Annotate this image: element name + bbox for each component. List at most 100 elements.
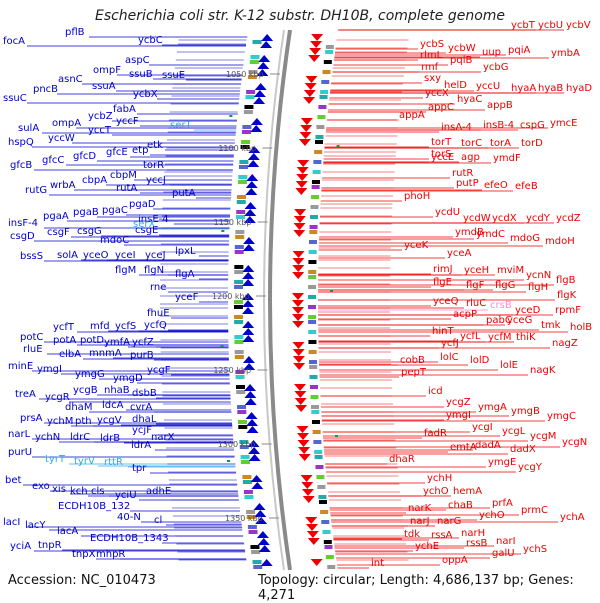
reverse-gene-arrow [297, 433, 309, 440]
reverse-gene-label: narH [461, 528, 485, 539]
feature-block [308, 260, 317, 264]
reverse-gene-label: prmC [521, 505, 548, 516]
forward-gene-label: ymgD [113, 373, 143, 384]
forward-gene-labels: focA pflB ycbC aspC ompF asnC ssuB ssuE pncB ssuA… [3, 27, 199, 560]
reverse-gene-label: narK [408, 503, 432, 514]
feature-block [320, 510, 329, 514]
reverse-gene-label: ymgC [547, 411, 576, 422]
forward-gene-arrow [244, 398, 257, 405]
reverse-gene-arrow [292, 314, 305, 321]
forward-gene-label: narL [8, 429, 31, 440]
reverse-gene-label: thiK [516, 332, 536, 343]
reverse-gene-arrow [310, 559, 323, 566]
feature-block [246, 90, 256, 94]
feature-block [322, 70, 331, 74]
feature-tick [229, 115, 233, 117]
forward-gene-label: rutA [116, 183, 137, 194]
topology-label: Topology: circular; Length: 4,686,137 bp… [258, 573, 574, 603]
forward-gene-label: mhpR [96, 549, 125, 560]
feature-block [249, 60, 259, 64]
feature-block [315, 465, 324, 469]
reverse-gene-arrow [302, 496, 315, 503]
forward-gene-label: pgaC [102, 205, 128, 216]
forward-gene-arrow [246, 419, 259, 426]
reverse-gene-label: ymgI [446, 410, 471, 421]
forward-gene-label: focA [3, 36, 25, 47]
forward-gene-label: wrbA [50, 180, 76, 191]
feature-block [238, 175, 248, 179]
reverse-gene-label: ymdC [476, 229, 505, 240]
reverse-gene-label: ycgM [530, 431, 556, 442]
feature-tick [221, 230, 225, 232]
reverse-gene-label: pabC [486, 315, 512, 326]
feature-block [250, 545, 260, 549]
forward-gene-arrow [253, 503, 266, 510]
forward-gene-label: tpr [132, 463, 147, 474]
reverse-gene-label: flgF [466, 280, 485, 291]
feature-block [244, 495, 254, 499]
forward-gene-label: etp [132, 145, 148, 156]
reverse-gene-label: fadR [424, 428, 447, 439]
forward-gene-label: gfcB [10, 160, 32, 171]
feature-block [234, 270, 244, 274]
reverse-gene-label: ycgN [562, 437, 587, 448]
forward-gene-arrow [242, 272, 255, 279]
reverse-gene-label: hinT [432, 326, 454, 337]
forward-gene-label: yciU [115, 490, 137, 501]
forward-gene-label: ldcA [102, 400, 124, 411]
forward-gene-label: ycbX [133, 89, 158, 100]
feature-block [241, 140, 251, 144]
forward-gene-label: ycbC [138, 35, 163, 46]
kbp-label: 1300 kbp [218, 440, 256, 449]
forward-gene-label: ycgB [73, 385, 98, 396]
reverse-gene-label: rmf [421, 62, 439, 73]
reverse-gene-label: appC [428, 102, 454, 113]
reverse-gene-label: hyaD [566, 83, 592, 94]
reverse-gene-label: tmk [541, 320, 561, 331]
forward-gene-label: minE [8, 361, 33, 372]
forward-gene-label: yciA [10, 541, 31, 552]
reverse-gene-arrow [310, 41, 323, 48]
forward-gene-label: purU [8, 447, 32, 458]
forward-gene-label: csgD [10, 231, 35, 242]
forward-gene-label: ompF [93, 65, 121, 76]
feature-block [234, 350, 244, 354]
feature-block [242, 475, 252, 479]
feature-block [319, 95, 328, 99]
reverse-gene-label: narI [496, 536, 516, 547]
feature-block [244, 105, 254, 109]
feature-block [318, 495, 327, 499]
forward-gene-label: ycbZ [88, 111, 113, 122]
forward-gene-label: ssuC [3, 93, 27, 104]
reverse-gene-label: ycdZ [556, 213, 581, 224]
feature-block [325, 555, 334, 559]
reverse-gene-label: uup [482, 47, 501, 58]
reverse-gene-arrow [292, 300, 305, 307]
forward-gene-label: mfd [90, 321, 110, 332]
reverse-gene-label: insB-4 [483, 120, 514, 131]
feature-block [248, 530, 258, 534]
reverse-gene-arrow [292, 251, 305, 258]
left-strand-connector-lines [23, 36, 248, 561]
reverse-gene-label: pqiA [508, 45, 530, 56]
feature-block [245, 95, 255, 99]
forward-gene-arrow [253, 90, 266, 97]
reverse-gene-label: rssA [431, 530, 453, 541]
reverse-gene-label: yceG [507, 315, 532, 326]
forward-gene-label: treA [15, 389, 36, 400]
forward-gene-label: yceI [115, 250, 136, 261]
rna-gene-label: tyrV [74, 456, 95, 467]
feature-tick [336, 145, 340, 147]
reverse-gene-label: rluC [466, 298, 486, 309]
forward-gene-label: gfcD [73, 151, 96, 162]
forward-gene-label: ymgG [75, 369, 105, 380]
feature-block [313, 160, 322, 164]
reverse-gene-label: ychO [479, 510, 505, 521]
reverse-gene-arrow [305, 517, 318, 524]
reverse-gene-arrow [294, 209, 307, 216]
forward-gene-arrow [245, 181, 258, 188]
forward-gene-arrow [245, 412, 258, 419]
feature-block [310, 395, 319, 399]
reverse-gene-label: rpmF [555, 305, 581, 316]
forward-gene-label: ychM [47, 416, 73, 427]
